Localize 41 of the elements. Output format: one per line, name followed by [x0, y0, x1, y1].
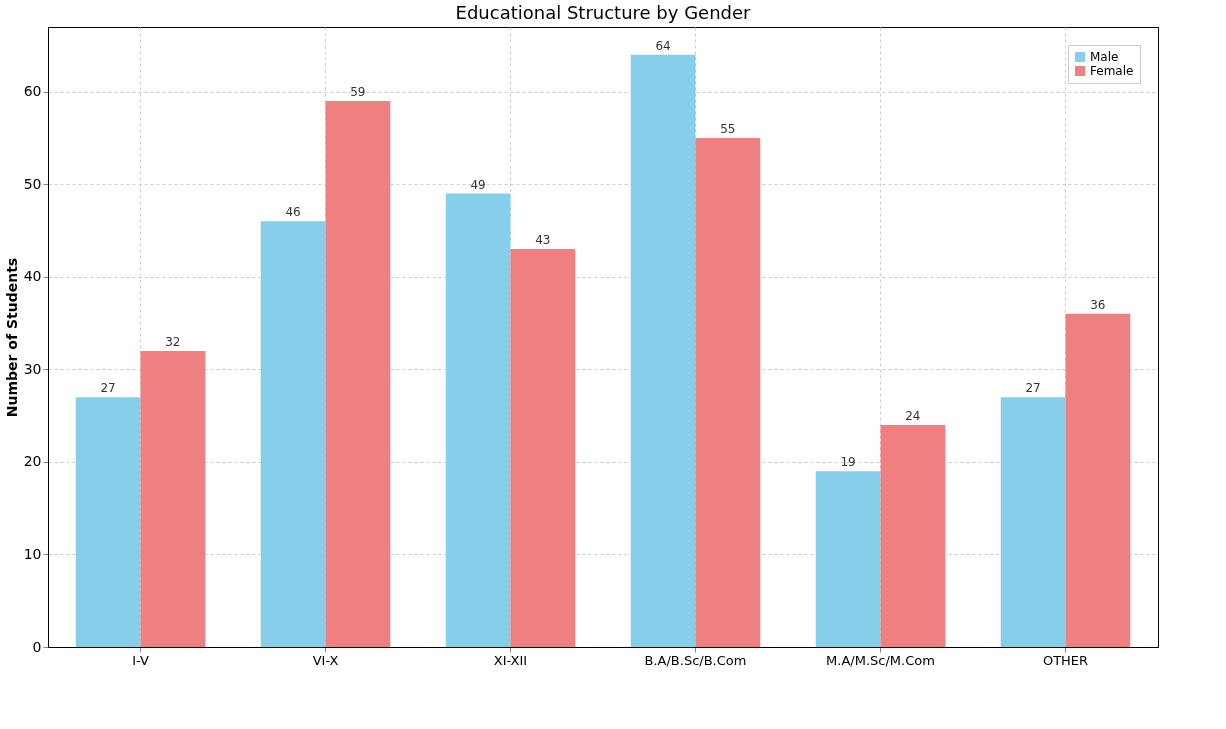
- bar: [445, 193, 511, 647]
- legend-label: Female: [1090, 64, 1134, 78]
- chart-title: Educational Structure by Gender: [455, 2, 752, 23]
- data-label: 24: [905, 408, 921, 423]
- y-tick-label: 30: [23, 360, 42, 377]
- data-label: 59: [350, 85, 366, 100]
- bar: [880, 424, 946, 647]
- data-label: 46: [285, 205, 301, 220]
- data-label: 64: [655, 38, 671, 53]
- y-tick-label: 60: [23, 83, 42, 100]
- bar: [815, 471, 881, 647]
- data-label: 43: [535, 233, 551, 248]
- bar: [140, 350, 206, 647]
- bar: [695, 138, 761, 647]
- x-tick-label: OTHER: [1042, 652, 1089, 668]
- legend-label: Male: [1090, 50, 1119, 64]
- x-tick-label: XI-XII: [493, 652, 528, 668]
- x-tick-label: M.A/M.Sc/M.Com: [826, 652, 935, 668]
- y-axis-title: Number of Students: [3, 257, 20, 418]
- y-tick-label: 20: [23, 453, 42, 470]
- x-tick-label: VI-X: [312, 652, 339, 668]
- data-label: 27: [100, 381, 116, 396]
- data-label: 19: [840, 455, 856, 470]
- x-tick-label: I-V: [132, 652, 149, 668]
- data-label: 36: [1090, 297, 1106, 312]
- y-tick-label: 10: [23, 545, 42, 562]
- y-tick-label: 40: [23, 268, 42, 285]
- y-tick-label: 50: [23, 175, 42, 192]
- bar: [630, 54, 696, 647]
- bar: [75, 397, 141, 647]
- data-label: 32: [165, 334, 181, 349]
- bar: [1000, 397, 1066, 647]
- y-tick-label: 0: [32, 638, 42, 655]
- x-tick-label: B.A/B.Sc/B.Com: [644, 652, 747, 668]
- bar: [260, 221, 326, 647]
- bar: [1065, 313, 1131, 647]
- data-label: 55: [720, 122, 736, 137]
- bar: [325, 101, 391, 647]
- data-label: 49: [470, 177, 486, 192]
- bar: [510, 249, 576, 647]
- data-label: 27: [1025, 381, 1041, 396]
